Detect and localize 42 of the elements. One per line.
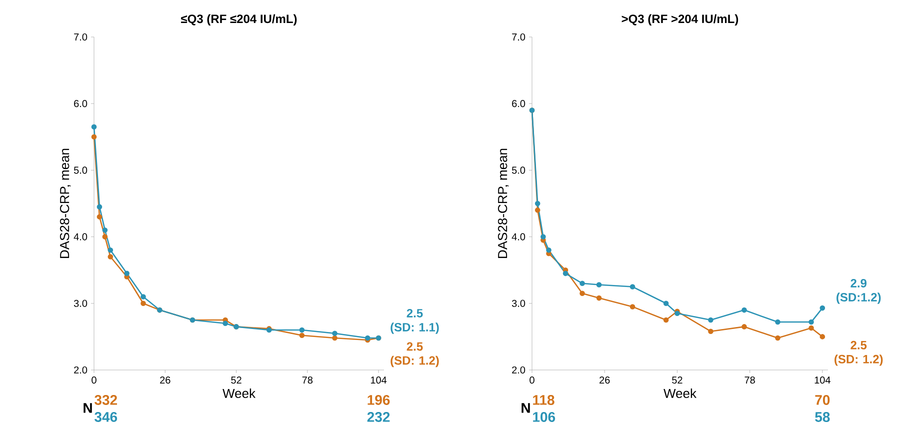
- y-tick-label: 4.0: [74, 233, 88, 240]
- y-axis-title: DAS28-CRP, mean: [60, 148, 71, 258]
- chart-title: ≤Q3 (RF ≤204 IU/mL): [181, 14, 297, 26]
- y-tick-label: 3.0: [74, 300, 88, 307]
- text: 346: [94, 412, 118, 422]
- y-tick-label: 5.0: [74, 166, 88, 174]
- x-axis-title: Week: [222, 388, 256, 398]
- y-tick-label: 6.0: [512, 100, 526, 108]
- x-tick-label: 52: [231, 376, 242, 384]
- chart-title: >Q3 (RF >204 IU/mL): [622, 14, 738, 26]
- y-tick-label: 5.0: [512, 166, 526, 174]
- y-tick-label: 2.0: [512, 366, 526, 374]
- y-tick-label: 4.0: [512, 233, 526, 240]
- data-label: 2.5 (SD: 1.2): [390, 342, 439, 368]
- data-label: 2.5 (SD: 1.2): [834, 340, 883, 366]
- y-tick-label: 2.0: [74, 366, 88, 374]
- data-label: 2.9 (SD:1.2): [836, 278, 881, 304]
- x-tick-label: 104: [370, 376, 387, 384]
- text: N: [84, 403, 92, 413]
- text: 58: [815, 412, 830, 422]
- y-tick-label: 3.0: [512, 300, 526, 307]
- x-tick-label: 26: [600, 376, 610, 384]
- x-tick-label: 0: [530, 376, 534, 384]
- x-tick-label: 26: [160, 376, 170, 384]
- text: 106: [533, 412, 556, 422]
- text: 70: [815, 395, 830, 405]
- x-tick-label: 52: [672, 376, 682, 384]
- y-axis-title: DAS28-CRP, mean: [498, 148, 509, 258]
- x-tick-label: 0: [92, 376, 96, 384]
- data-label: 2.5 (SD: 1.1): [390, 308, 439, 334]
- text: N: [522, 403, 530, 413]
- y-tick-label: 7.0: [74, 33, 88, 41]
- text: 196: [368, 395, 390, 405]
- text: 232: [367, 412, 390, 422]
- text: 332: [94, 395, 118, 405]
- x-axis-title: Week: [664, 388, 697, 398]
- text: 118: [533, 395, 554, 405]
- x-tick-label: 78: [744, 376, 755, 384]
- x-tick-label: 78: [302, 376, 313, 384]
- y-tick-label: 6.0: [74, 100, 88, 108]
- x-tick-label: 104: [814, 376, 830, 384]
- y-tick-label: 7.0: [512, 33, 526, 41]
